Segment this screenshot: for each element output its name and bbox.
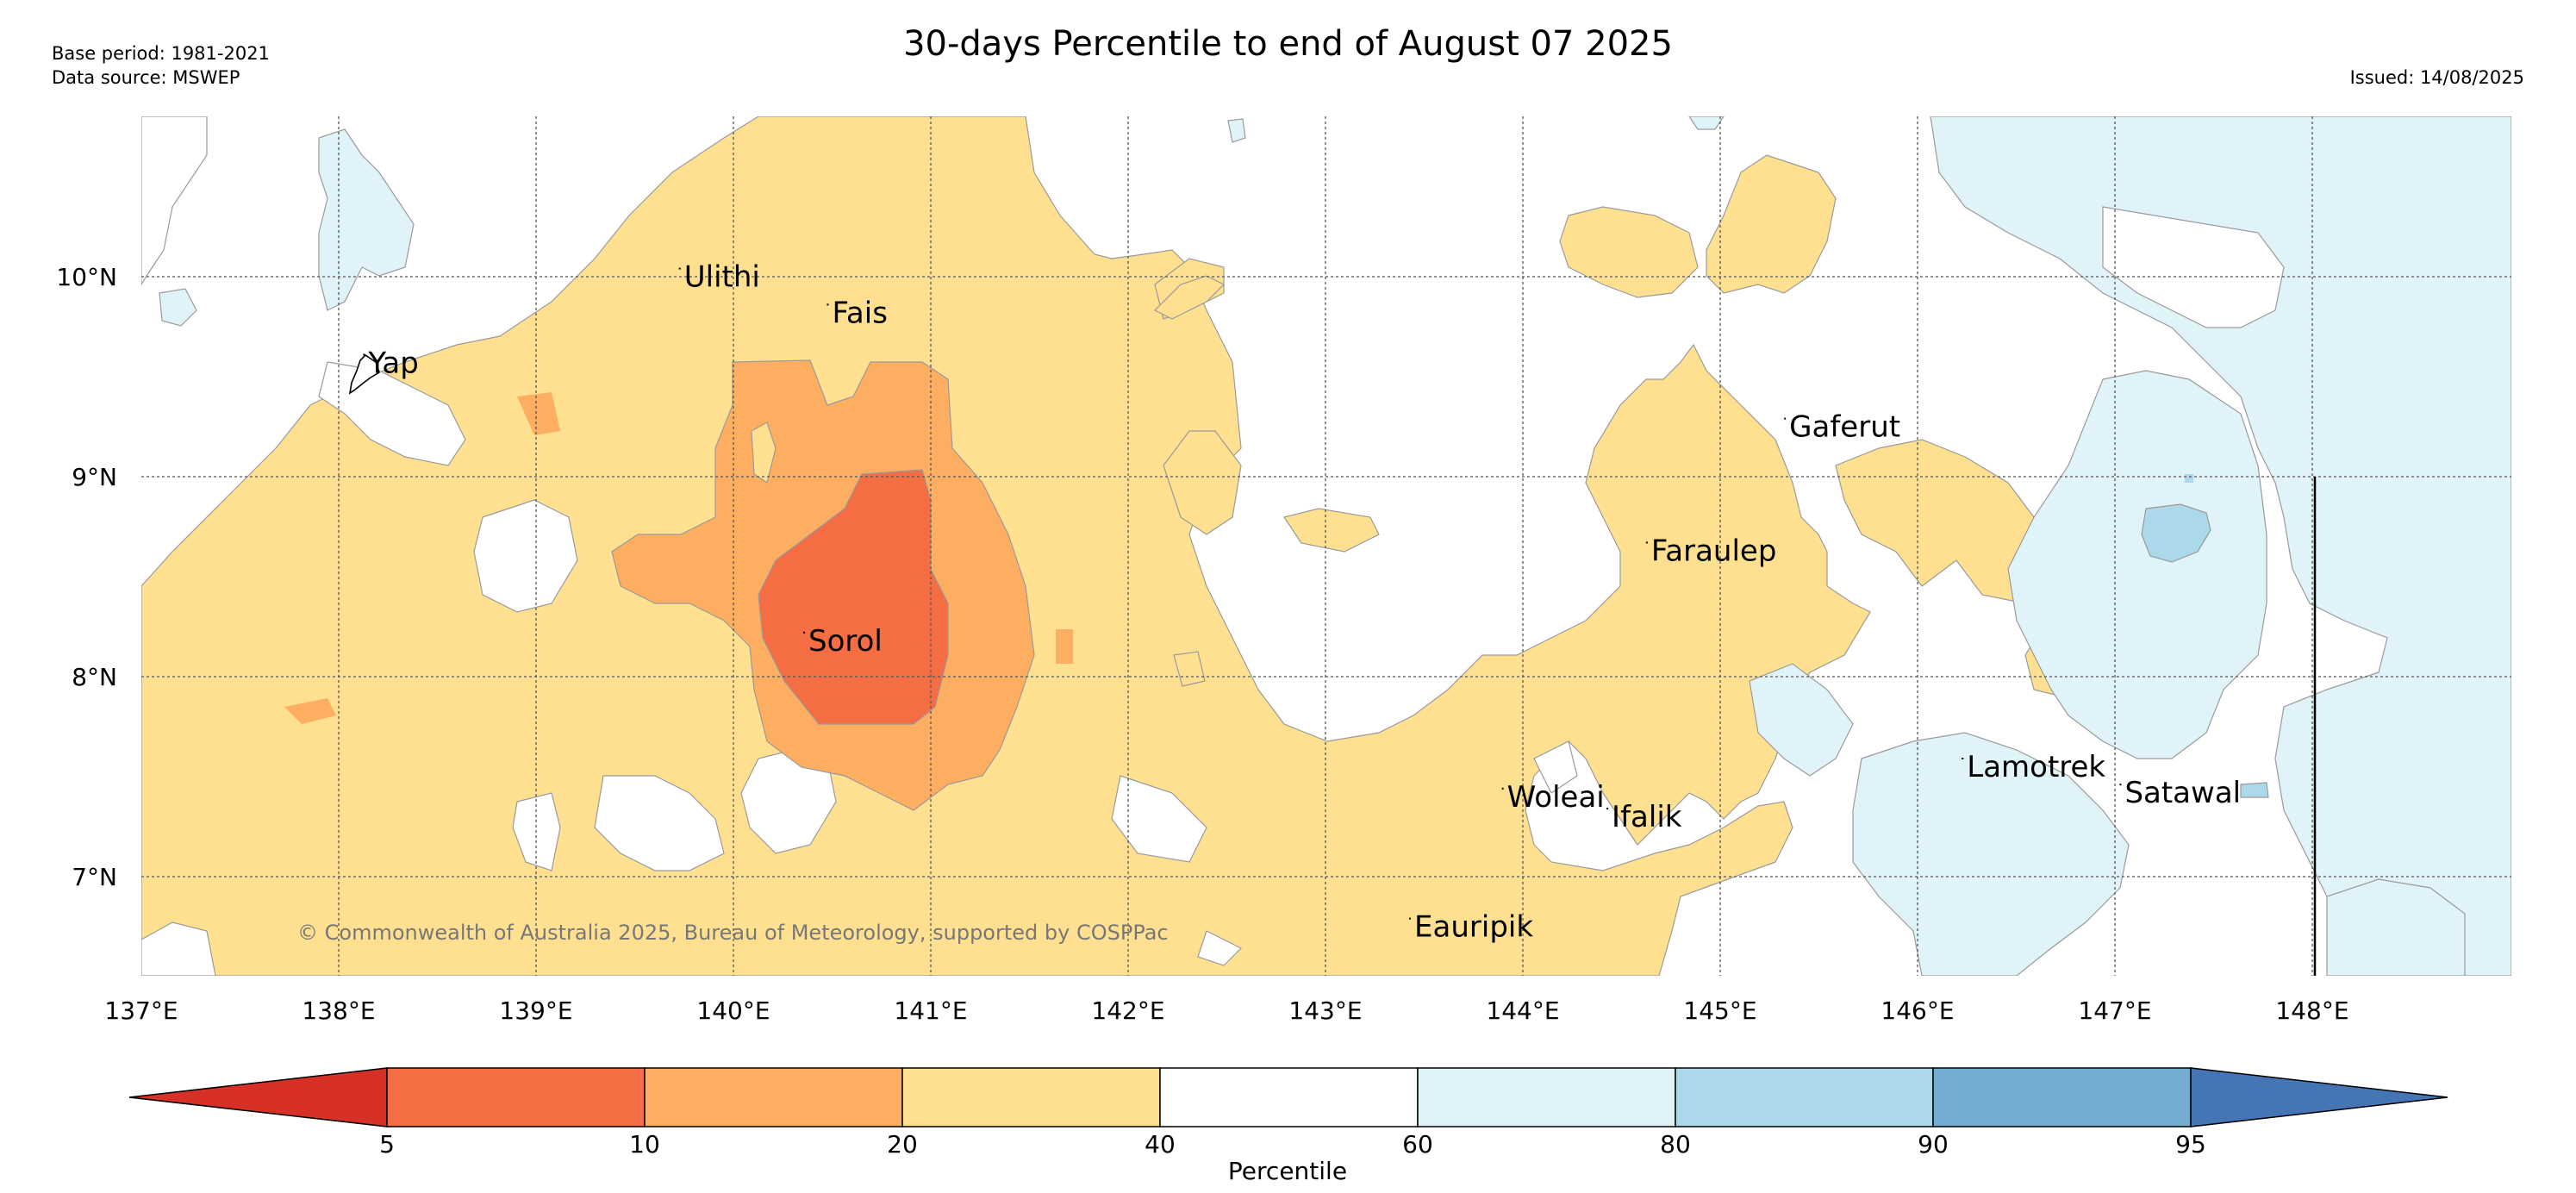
longitude-tick-label: 147°E xyxy=(2078,996,2151,1025)
map-gridlines xyxy=(141,116,2511,976)
colorbar-tick-label: 5 xyxy=(379,1130,395,1159)
percentile-gap xyxy=(594,775,725,871)
place-label-ifalik: Ifalik xyxy=(1612,800,1682,834)
longitude-tick-label: 145°E xyxy=(1683,996,1756,1025)
percentile-region-80-90 xyxy=(2141,503,2211,563)
percentile-gap xyxy=(473,499,578,613)
colorbar-segment xyxy=(1932,1067,2192,1127)
longitude-labels: 137°E 138°E 139°E 140°E 141°E 142°E 143°E 144°E… xyxy=(104,996,2348,1025)
colorbar-max-arrow xyxy=(2190,1067,2448,1127)
colorbar-segment xyxy=(644,1067,903,1127)
longitude-tick-label: 146°E xyxy=(1881,996,1954,1025)
data-source-label: Data source: MSWEP xyxy=(52,67,240,88)
colorbar-segment xyxy=(1159,1067,1419,1127)
colorbar-tick-label: 80 xyxy=(1660,1130,1691,1159)
percentile-speck xyxy=(284,698,336,724)
map-plot-area xyxy=(141,116,2511,976)
percentile-gap-inner xyxy=(751,422,777,484)
percentile-region-60-80 xyxy=(1227,118,1246,143)
percentile-region-20-40 xyxy=(1163,430,1242,535)
percentile-gap xyxy=(141,116,208,286)
percentile-region-20-40 xyxy=(1559,206,1699,298)
colorbar-tick-label: 95 xyxy=(2175,1130,2206,1159)
longitude-tick-label: 144°E xyxy=(1486,996,1559,1025)
percentile-colorbar: 5 10 20 40 60 80 90 95 xyxy=(128,1067,2448,1159)
place-label-gaferut: Gaferut xyxy=(1789,410,1900,445)
place-label-yap: Yap xyxy=(367,346,419,380)
longitude-tick-label: 139°E xyxy=(499,996,572,1025)
place-marker xyxy=(1501,787,1504,790)
place-marker xyxy=(1962,758,1964,759)
percentile-region-20-40 xyxy=(1173,651,1206,687)
copyright-notice: © Commonwealth of Australia 2025, Bureau… xyxy=(297,921,1169,945)
longitude-tick-label: 143°E xyxy=(1288,996,1362,1025)
percentile-region-60-80 xyxy=(1688,116,1725,130)
longitude-tick-label: 148°E xyxy=(2275,996,2348,1025)
yap-island-outline xyxy=(348,353,380,395)
percentile-region-60-80 xyxy=(2007,370,2267,759)
percentile-region-20-40 xyxy=(1153,275,1226,320)
place-label-fais: Fais xyxy=(833,296,888,330)
place-label-satawal: Satawal xyxy=(2124,776,2241,810)
percentile-region-60-80 xyxy=(2326,878,2466,976)
place-marker xyxy=(803,631,806,634)
longitude-tick-label: 140°E xyxy=(696,996,770,1025)
percentile-region-80-90 xyxy=(2185,474,2193,483)
percentile-gap xyxy=(1111,775,1207,863)
percentile-gap xyxy=(1197,930,1243,966)
percentile-gap xyxy=(2102,206,2285,328)
map-title: 30-days Percentile to end of August 07 2… xyxy=(903,24,1673,64)
place-marker xyxy=(2119,784,2122,786)
latitude-labels: 10°N 9°N 8°N 7°N xyxy=(56,263,117,891)
colorbar-title: Percentile xyxy=(1228,1157,1347,1185)
percentile-region-60-80 xyxy=(159,288,197,327)
place-label-lamotrek: Lamotrek xyxy=(1967,750,2105,784)
colorbar-segment xyxy=(386,1067,646,1127)
percentile-region-60-80 xyxy=(318,128,415,311)
percentile-region-60-80 xyxy=(1749,663,1854,777)
base-period-label: Base period: 1981-2021 xyxy=(52,43,270,64)
longitude-tick-label: 141°E xyxy=(894,996,967,1025)
longitude-tick-label: 137°E xyxy=(104,996,178,1025)
place-marker xyxy=(1645,541,1648,544)
percentile-speck xyxy=(1056,629,1073,664)
place-label-eauripik: Eauripik xyxy=(1414,910,1533,945)
percentile-region-20-40 xyxy=(1283,508,1380,553)
percentile-gap xyxy=(1533,740,1578,794)
colorbar-min-arrow xyxy=(128,1067,388,1127)
place-label-woleai: Woleai xyxy=(1507,780,1605,815)
colorbar-tick-label: 40 xyxy=(1145,1130,1176,1159)
place-marker xyxy=(1606,808,1609,809)
place-label-sorol: Sorol xyxy=(808,624,883,659)
colorbar-segment xyxy=(1675,1067,1934,1127)
colorbar-tick-label: 20 xyxy=(887,1130,918,1159)
place-label-ulithi: Ulithi xyxy=(684,260,760,295)
place-labels: Ulithi Fais Yap Gaferut Faraulep Sorol WoleaiI… xyxy=(363,260,2241,945)
colorbar-tick-label: 60 xyxy=(1402,1130,1433,1159)
place-marker xyxy=(363,353,365,356)
colorbar-tick-label: 90 xyxy=(1918,1130,1949,1159)
latitude-tick-label: 7°N xyxy=(72,863,117,891)
place-marker xyxy=(826,303,829,306)
latitude-tick-label: 9°N xyxy=(72,463,117,491)
percentile-speck xyxy=(517,392,560,435)
percentile-region-20-40 xyxy=(1706,154,1837,294)
colorbar-tick-label: 10 xyxy=(629,1130,660,1159)
percentile-region-60-80 xyxy=(1852,732,2130,976)
colorbar-segment xyxy=(901,1067,1161,1127)
issued-date-label: Issued: 14/08/2025 xyxy=(2349,67,2524,88)
place-marker xyxy=(678,267,681,270)
colorbar-segment xyxy=(1417,1067,1676,1127)
percentile-gap xyxy=(141,921,216,976)
longitude-tick-label: 138°E xyxy=(302,996,375,1025)
place-marker xyxy=(1784,417,1787,420)
latitude-tick-label: 10°N xyxy=(56,263,117,291)
place-label-faraulep: Faraulep xyxy=(1651,534,1777,568)
place-marker xyxy=(1409,917,1412,920)
percentile-region-80-90 xyxy=(2240,782,2269,798)
longitude-tick-label: 142°E xyxy=(1091,996,1164,1025)
latitude-tick-label: 8°N xyxy=(72,663,117,691)
